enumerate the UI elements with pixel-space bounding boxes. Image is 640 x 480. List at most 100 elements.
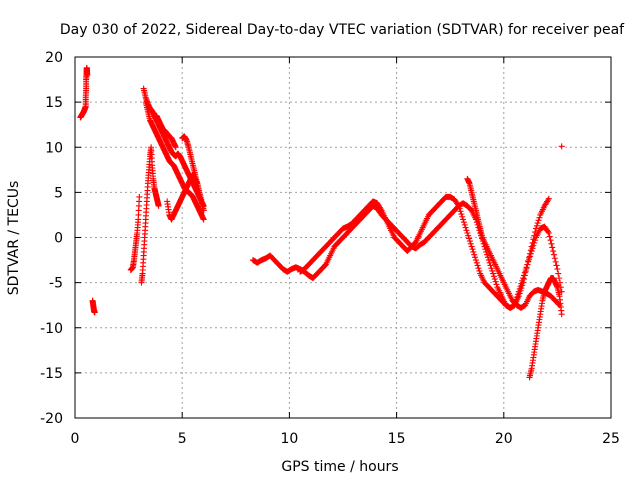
data-point (466, 238, 473, 245)
data-point (520, 272, 527, 279)
series-arc-2 (89, 297, 98, 316)
data-point (460, 219, 467, 226)
data-point (455, 202, 462, 209)
y-tick-label: -15 (40, 366, 63, 382)
series-arc-14 (558, 143, 565, 150)
series-arc-11 (297, 193, 565, 311)
data-point (545, 195, 552, 202)
data-point (520, 275, 527, 282)
data-point (528, 248, 535, 255)
data-point (529, 245, 536, 252)
data-point (558, 143, 565, 150)
data-point (526, 256, 533, 263)
data-point (556, 275, 563, 282)
data-point (546, 233, 553, 240)
data-point (558, 311, 565, 318)
data-point (469, 246, 476, 253)
data-point (535, 217, 542, 224)
data-point (547, 237, 554, 244)
data-point (476, 267, 483, 274)
data-point (551, 255, 558, 262)
data-point (465, 232, 472, 239)
y-tick-label: 10 (45, 140, 63, 156)
series-arc-13 (526, 275, 565, 381)
x-tick-label: 0 (71, 431, 80, 447)
y-tick-label: 15 (45, 95, 63, 111)
data-point (549, 244, 556, 251)
data-point (475, 265, 482, 272)
x-tick-label: 5 (178, 431, 187, 447)
data-point (200, 207, 207, 214)
data-point (544, 228, 551, 235)
data-point (534, 220, 541, 227)
data-point (492, 278, 499, 285)
series-arc-3 (127, 193, 143, 273)
y-tick-label: -5 (49, 276, 63, 292)
series-arc-12 (464, 175, 563, 311)
x-tick-label: 20 (495, 431, 513, 447)
data-point (521, 269, 528, 276)
data-point (553, 262, 560, 269)
x-tick-label: 15 (388, 431, 406, 447)
data-point (490, 273, 497, 280)
data-point (460, 216, 467, 223)
data-point (530, 242, 537, 249)
data-point (518, 280, 525, 287)
series-arc-9 (179, 133, 207, 214)
x-tick-label: 25 (602, 431, 620, 447)
data-point (555, 270, 562, 277)
data-point (489, 267, 496, 274)
data-point (84, 72, 91, 79)
data-point (471, 251, 478, 258)
data-point (519, 277, 526, 284)
data-point (545, 229, 552, 236)
data-point (550, 248, 557, 255)
data-point (461, 221, 468, 228)
series-arc-1 (77, 64, 91, 121)
series-arc-7 (153, 112, 179, 151)
tick-labels: 0 5 10 15 20 25 -20 -15 -10 -5 0 5 10 15 20 (40, 50, 620, 447)
data-point (522, 266, 529, 273)
data-point (155, 202, 162, 209)
data-point (491, 276, 498, 283)
y-tick-label: 20 (45, 50, 63, 66)
data-point (467, 240, 474, 247)
data-point (473, 259, 480, 266)
data-point (463, 227, 470, 234)
data-point (527, 250, 534, 257)
data-point (526, 253, 533, 260)
data-point (172, 144, 179, 151)
data-point (462, 224, 469, 231)
data-point (91, 309, 98, 316)
y-tick-label: -10 (40, 321, 63, 337)
data-point (487, 262, 494, 269)
data-point (488, 265, 495, 272)
x-tick-label: 10 (280, 431, 298, 447)
data-point (523, 264, 530, 271)
data-point (200, 216, 207, 223)
data-point (533, 222, 540, 229)
data-point (524, 261, 531, 268)
data-points (77, 64, 565, 381)
data-point (377, 205, 384, 212)
data-point (458, 211, 465, 218)
data-point (516, 285, 523, 292)
data-point (552, 258, 559, 265)
data-point (456, 205, 463, 212)
x-axis-label: GPS time / hours (281, 459, 398, 475)
data-point (554, 266, 561, 273)
data-point (136, 193, 143, 200)
data-point (485, 257, 492, 264)
data-point (536, 214, 543, 221)
data-point (459, 213, 466, 220)
data-point (464, 229, 471, 236)
data-point (531, 239, 538, 246)
data-point (525, 258, 532, 265)
data-point (474, 262, 481, 269)
y-tick-label: 5 (54, 185, 63, 201)
data-point (490, 270, 497, 277)
data-point (468, 243, 475, 250)
series-arc-4 (138, 144, 162, 286)
data-point (472, 254, 479, 261)
